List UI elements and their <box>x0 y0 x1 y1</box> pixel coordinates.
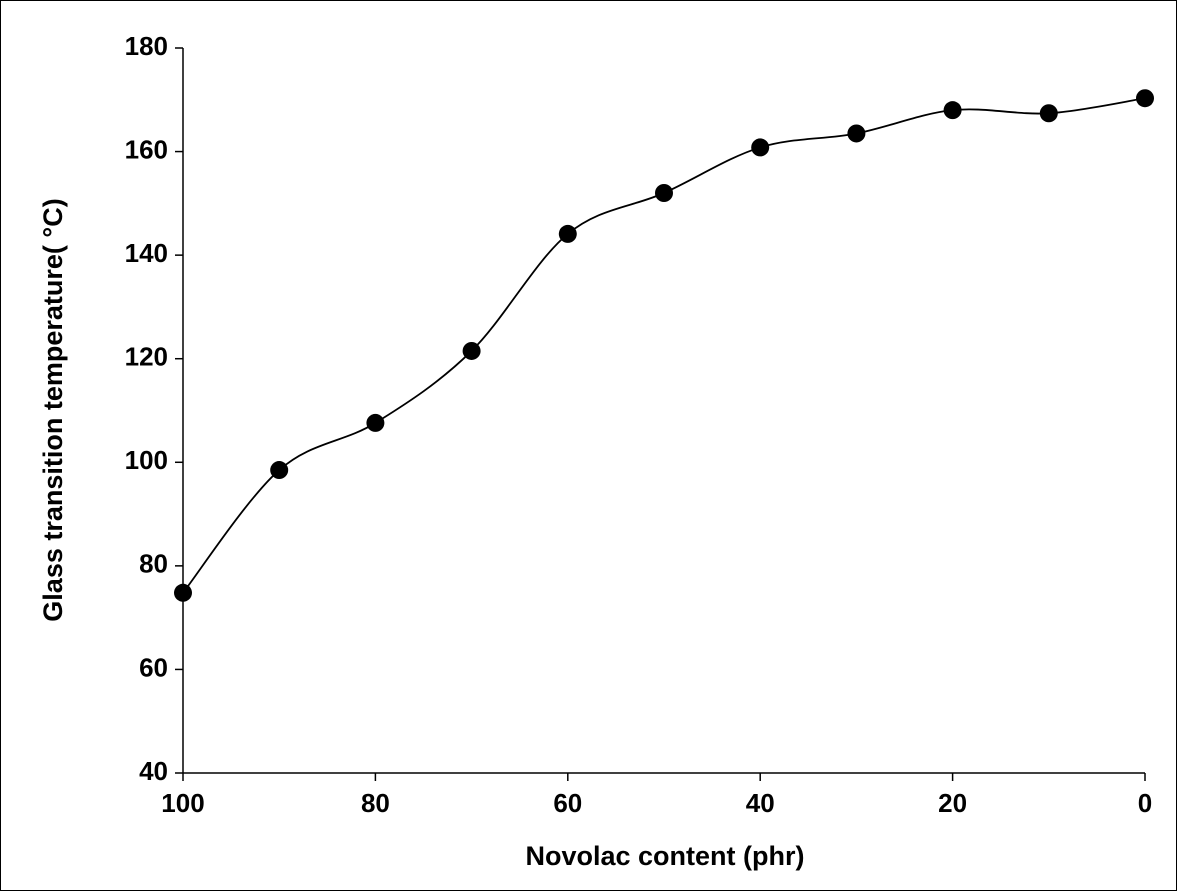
data-point <box>1136 89 1154 108</box>
data-point <box>462 341 481 360</box>
x-axis-title: Novolac content (phr) <box>525 841 804 871</box>
x-tick-label: 60 <box>553 788 582 818</box>
data-point <box>174 583 192 602</box>
y-tick-label: 120 <box>125 342 168 372</box>
data-point <box>751 138 770 157</box>
data-point <box>270 461 289 480</box>
y-tick-label: 160 <box>125 134 168 164</box>
y-tick-label: 60 <box>139 652 168 682</box>
data-point <box>366 413 385 432</box>
data-point <box>943 101 962 120</box>
data-point <box>655 184 673 202</box>
x-tick-label: 40 <box>746 788 775 818</box>
y-tick-label: 100 <box>125 445 168 475</box>
y-tick-label: 80 <box>139 549 168 579</box>
x-tick-label: 80 <box>361 788 390 818</box>
x-tick-label: 20 <box>938 788 967 818</box>
data-point <box>847 124 866 143</box>
data-point <box>1039 104 1058 123</box>
y-tick-label: 40 <box>139 756 168 786</box>
y-axis-title: Glass transition temperature( °C) <box>38 198 68 621</box>
data-point <box>558 224 577 243</box>
y-tick-label: 180 <box>125 31 168 61</box>
x-tick-label: 100 <box>161 788 204 818</box>
y-tick-label: 140 <box>125 238 168 268</box>
x-tick-label: 0 <box>1138 788 1152 818</box>
data-line <box>182 97 1146 594</box>
